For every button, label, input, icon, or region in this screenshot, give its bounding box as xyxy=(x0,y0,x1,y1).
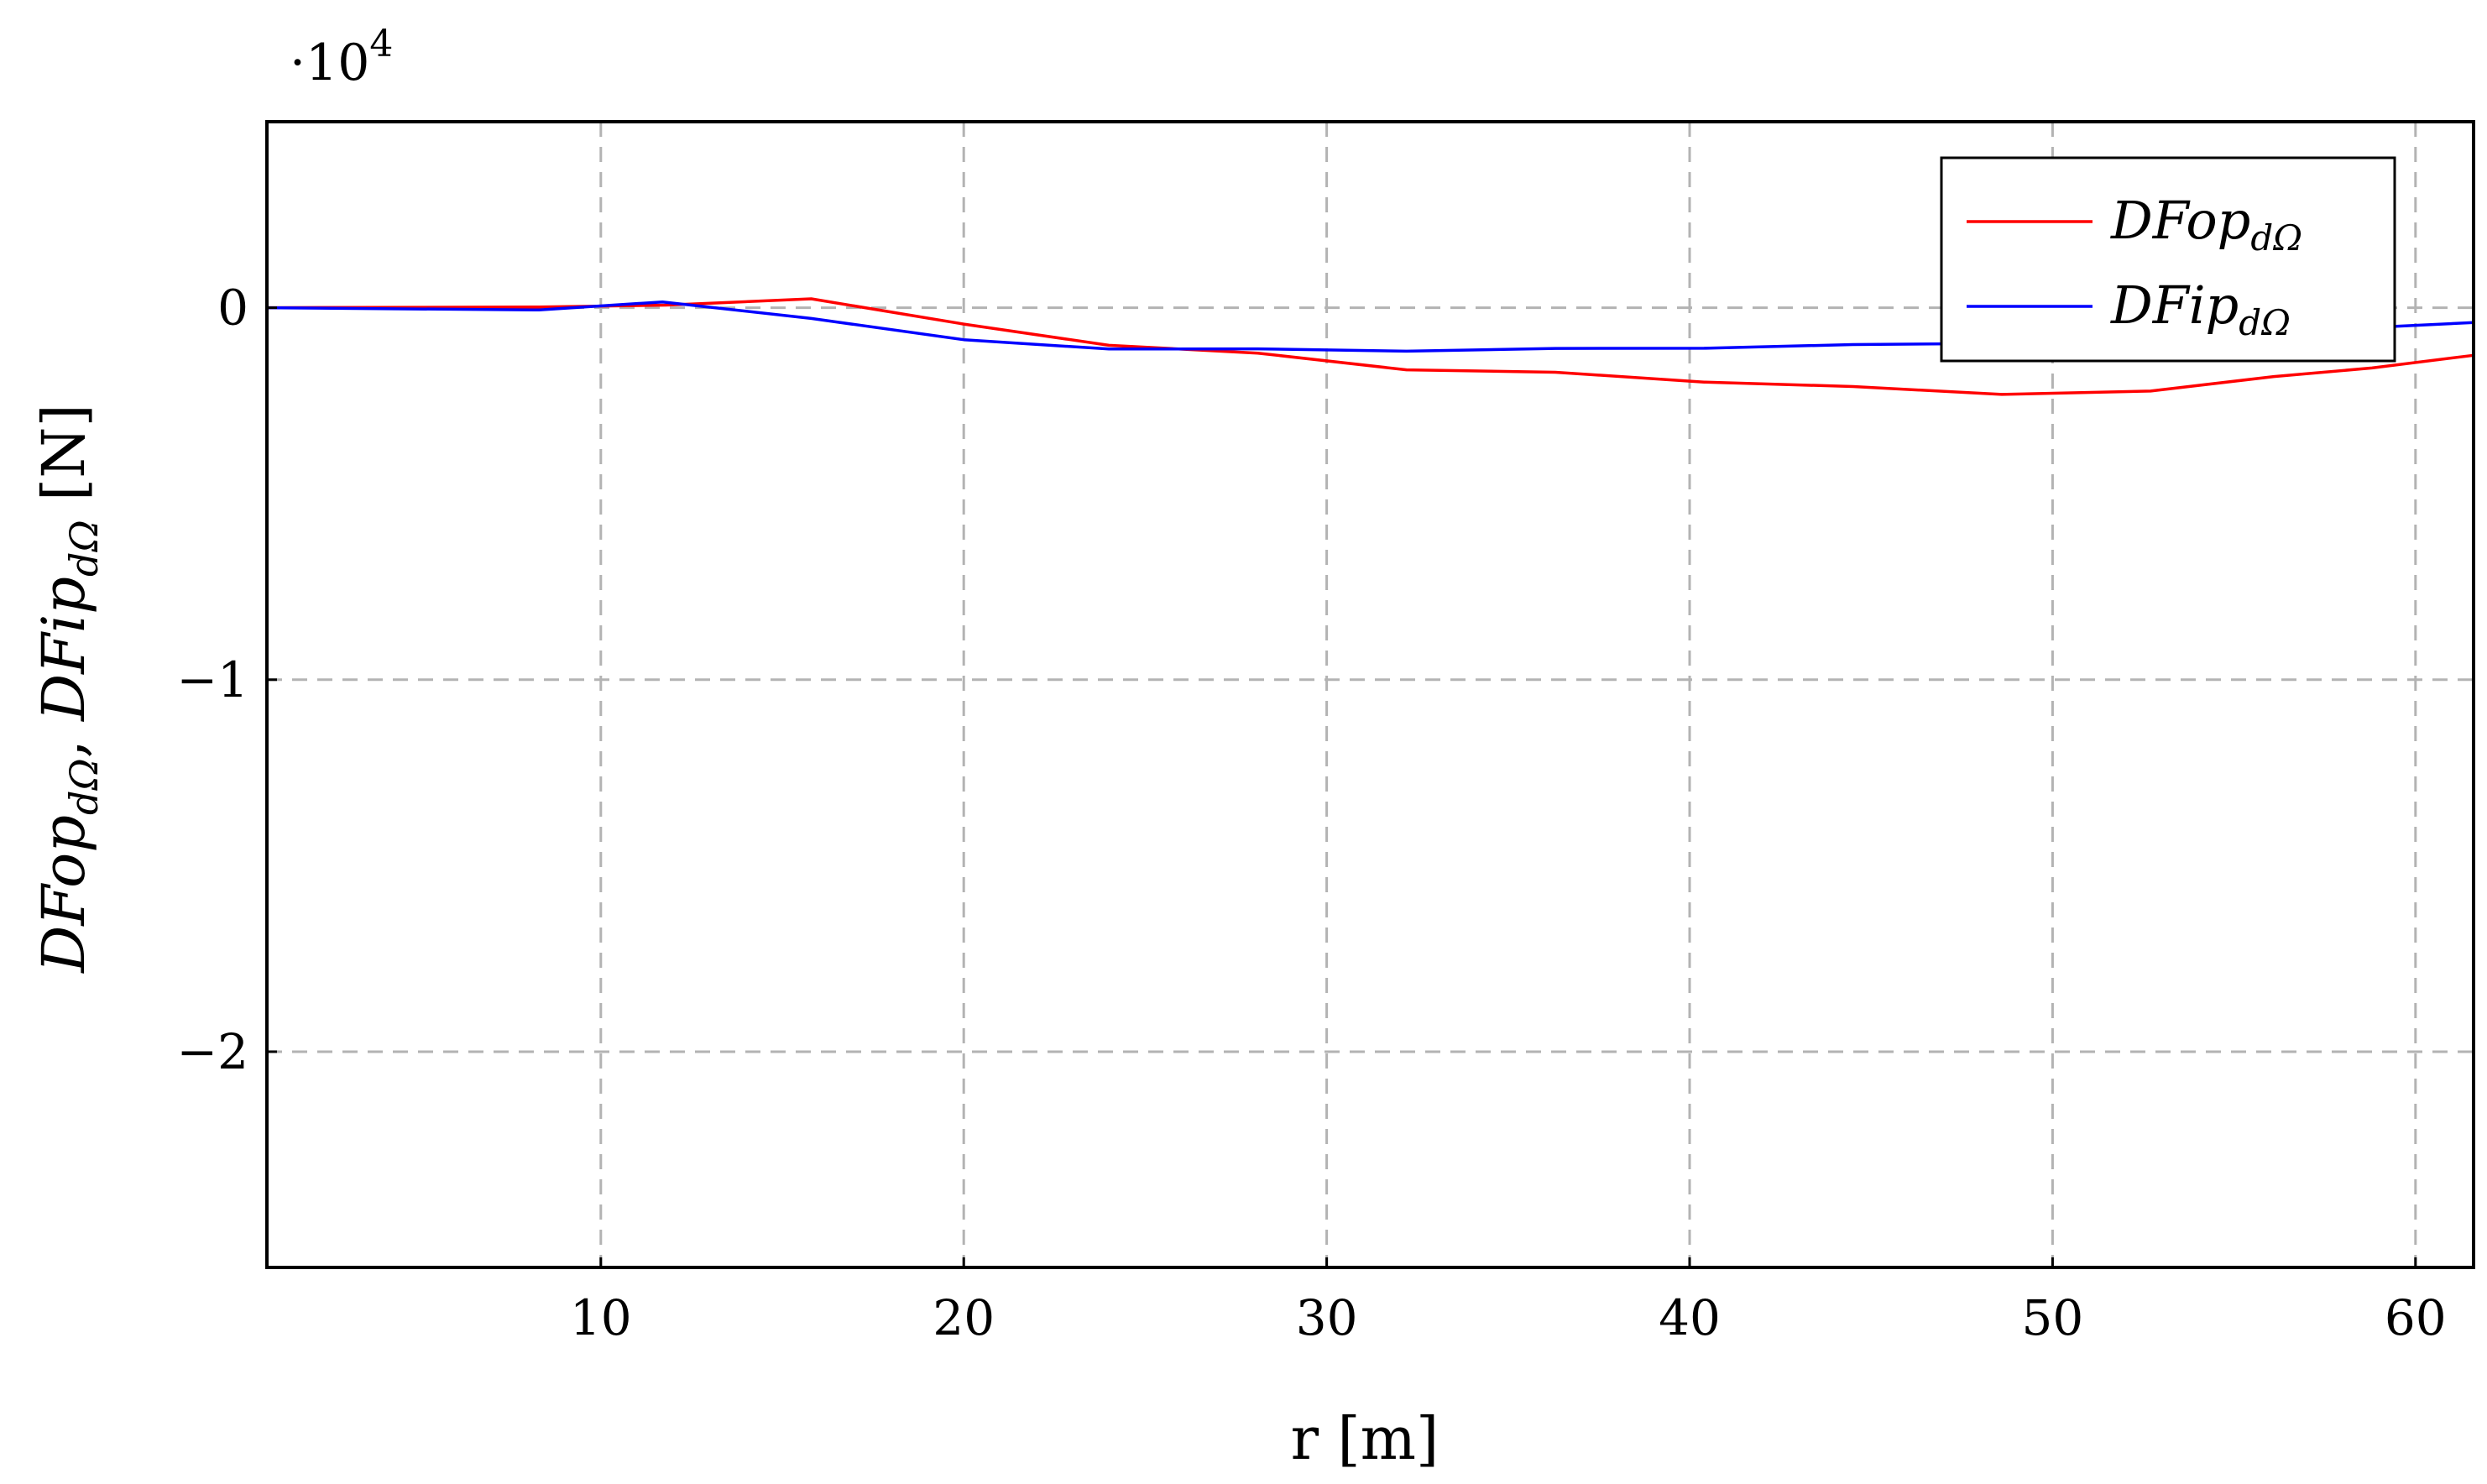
y-tick-label: −2 xyxy=(177,1023,249,1080)
series-line-dfop xyxy=(266,297,2474,396)
x-tick-label: 30 xyxy=(1296,1289,1358,1346)
x-tick-label: 40 xyxy=(1659,1289,1721,1346)
legend: DFopdΩ DFipdΩ xyxy=(1940,156,2396,363)
plot-frame xyxy=(265,120,2475,1269)
y-tick-label: −1 xyxy=(177,651,249,708)
x-tick-label: 10 xyxy=(570,1289,632,1346)
x-tick-label: 20 xyxy=(933,1289,995,1346)
legend-label-dfop: DFopdΩ xyxy=(2110,190,2302,259)
legend-label-dfip: DFipdΩ xyxy=(2110,274,2291,343)
tick-labels: 10 20 30 40 50 60 0 −1 −2 xyxy=(177,280,2447,1346)
x-tick-label: 50 xyxy=(2022,1289,2084,1346)
x-tick-label: 60 xyxy=(2385,1289,2447,1346)
y-tick-label: 0 xyxy=(217,280,248,337)
y-axis-label: DFopdΩ, DFipdΩ [N] xyxy=(29,404,107,975)
y-multiplier: ·104 xyxy=(290,23,393,92)
x-axis-label: r [m] xyxy=(1291,1404,1439,1473)
legend-box xyxy=(1940,156,2396,363)
